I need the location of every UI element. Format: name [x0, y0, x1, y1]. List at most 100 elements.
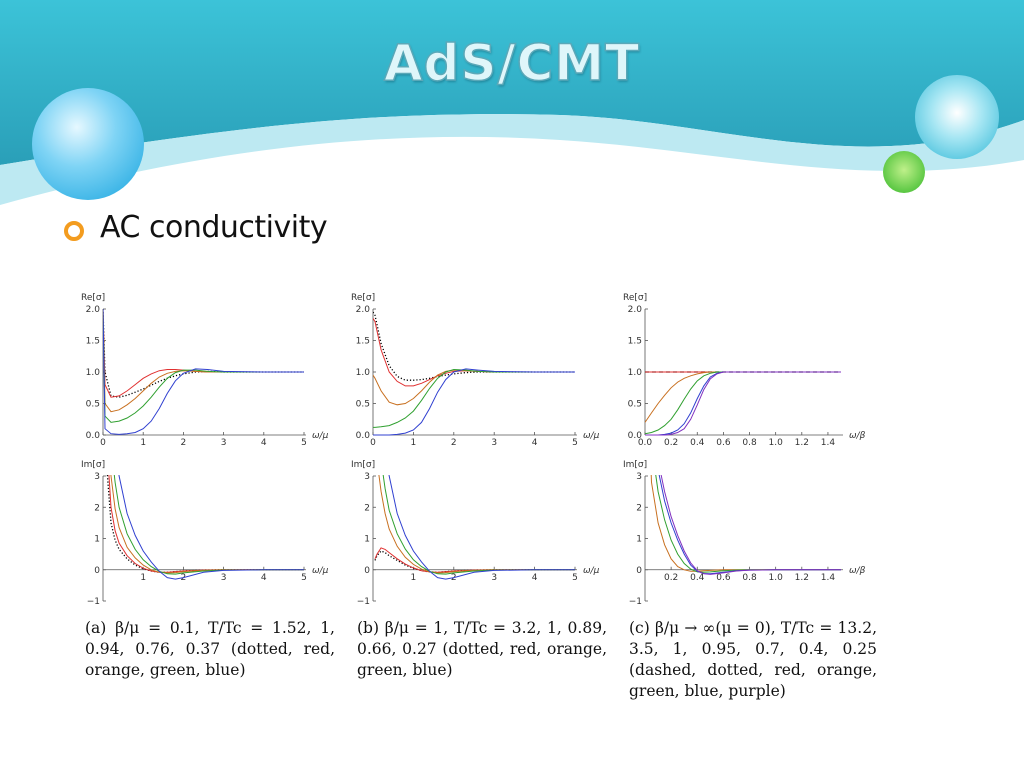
- y-tick-label: 3: [364, 472, 370, 482]
- x-axis-label: ω/μ: [312, 566, 329, 576]
- curve: [118, 475, 304, 580]
- x-tick-label: 2: [181, 438, 187, 448]
- x-tick-label: 3: [491, 438, 497, 448]
- y-tick-label: 0: [94, 566, 100, 576]
- y-tick-label: 1: [364, 535, 370, 545]
- x-tick-label: 1.2: [795, 573, 809, 583]
- x-tick-label: 0.2: [664, 573, 678, 583]
- y-tick-label: 2.0: [86, 305, 101, 315]
- x-tick-label: 0.6: [716, 573, 731, 583]
- x-tick-label: 5: [572, 573, 578, 583]
- curve: [113, 475, 304, 575]
- x-tick-label: 3: [221, 573, 227, 583]
- x-tick-label: 1: [411, 438, 417, 448]
- bubble: [32, 88, 144, 200]
- x-tick-label: 0.8: [742, 438, 757, 448]
- y-tick-label: 0.0: [356, 431, 371, 441]
- y-tick-label: 1: [94, 535, 100, 545]
- bullet-icon: [64, 221, 84, 241]
- bullet-text: AC conductivity: [100, 210, 328, 245]
- x-tick-label: 0.2: [664, 438, 678, 448]
- caption: (c) β/μ → ∞(μ = 0), T/Tc = 13.2, 3.5, 1,…: [629, 619, 877, 700]
- x-tick-label: 5: [301, 573, 307, 583]
- y-tick-label: 1.0: [628, 368, 643, 378]
- curve: [373, 318, 575, 387]
- y-tick-label: 2: [364, 503, 370, 513]
- y-axis-label: Im[σ]: [81, 460, 105, 470]
- bubble: [915, 75, 999, 159]
- curve: [660, 475, 841, 575]
- y-tick-label: 0.0: [628, 431, 643, 441]
- x-tick-label: 4: [261, 573, 267, 583]
- y-tick-label: 0.0: [86, 431, 101, 441]
- y-tick-label: 0.5: [86, 400, 100, 410]
- x-axis-label: ω/β: [849, 431, 866, 441]
- curve: [645, 371, 841, 435]
- y-tick-label: 2.0: [356, 305, 371, 315]
- x-tick-label: 2: [451, 438, 457, 448]
- curve: [645, 371, 841, 436]
- curve: [108, 475, 304, 573]
- x-tick-label: 0.4: [690, 573, 705, 583]
- curve: [373, 368, 575, 436]
- y-tick-label: 1.0: [356, 368, 371, 378]
- x-tick-label: 4: [532, 438, 538, 448]
- curve: [103, 308, 304, 398]
- x-tick-label: 0.6: [716, 438, 731, 448]
- header-band: [0, 0, 1024, 165]
- y-axis-label: Re[σ]: [351, 293, 375, 303]
- curve: [373, 369, 575, 406]
- curve: [374, 550, 575, 573]
- x-tick-label: 1.0: [769, 438, 784, 448]
- y-tick-label: 1.0: [86, 368, 101, 378]
- curve: [103, 308, 304, 413]
- x-tick-label: 0.8: [742, 573, 757, 583]
- y-tick-label: 3: [94, 472, 100, 482]
- x-tick-label: 1.4: [821, 573, 836, 583]
- curve: [110, 475, 304, 574]
- x-tick-label: 3: [221, 438, 227, 448]
- x-tick-label: 1.4: [821, 438, 836, 448]
- x-tick-label: 5: [572, 438, 578, 448]
- curve: [106, 475, 304, 573]
- x-axis-label: ω/β: [849, 566, 866, 576]
- y-tick-label: 1: [636, 535, 642, 545]
- y-tick-label: 0.5: [356, 400, 370, 410]
- x-tick-label: 5: [301, 438, 307, 448]
- y-axis-label: Re[σ]: [81, 293, 105, 303]
- curve: [103, 308, 304, 398]
- x-tick-label: 0: [100, 438, 106, 448]
- curve: [382, 475, 575, 575]
- x-axis-label: ω/μ: [583, 566, 600, 576]
- y-axis-label: Re[σ]: [623, 293, 647, 303]
- x-axis-label: ω/μ: [312, 431, 329, 441]
- x-tick-label: 0: [370, 438, 376, 448]
- y-tick-label: 1.5: [628, 337, 642, 347]
- y-axis-label: Im[σ]: [351, 460, 375, 470]
- x-axis-label: ω/μ: [583, 431, 600, 441]
- x-tick-label: 4: [532, 573, 538, 583]
- y-tick-label: 0: [636, 566, 642, 576]
- y-axis-label: Im[σ]: [623, 460, 647, 470]
- x-tick-label: 0.0: [638, 438, 653, 448]
- x-tick-label: 3: [491, 573, 497, 583]
- y-tick-label: 2: [94, 503, 100, 513]
- curve: [645, 371, 841, 436]
- y-tick-label: 0: [364, 566, 370, 576]
- curve: [378, 475, 575, 574]
- curve: [103, 308, 304, 435]
- y-tick-label: −1: [629, 597, 642, 607]
- y-tick-label: 1.5: [356, 337, 370, 347]
- y-tick-label: −1: [357, 597, 370, 607]
- caption: (b) β/μ = 1, T/Tc = 3.2, 1, 0.89, 0.66, …: [357, 619, 607, 679]
- y-tick-label: −1: [87, 597, 100, 607]
- x-tick-label: 1.0: [769, 573, 784, 583]
- y-tick-label: 2.0: [628, 305, 643, 315]
- x-tick-label: 4: [261, 438, 267, 448]
- y-tick-label: 3: [636, 472, 642, 482]
- curve: [373, 368, 575, 428]
- y-tick-label: 0.5: [628, 400, 642, 410]
- bubble: [883, 151, 925, 193]
